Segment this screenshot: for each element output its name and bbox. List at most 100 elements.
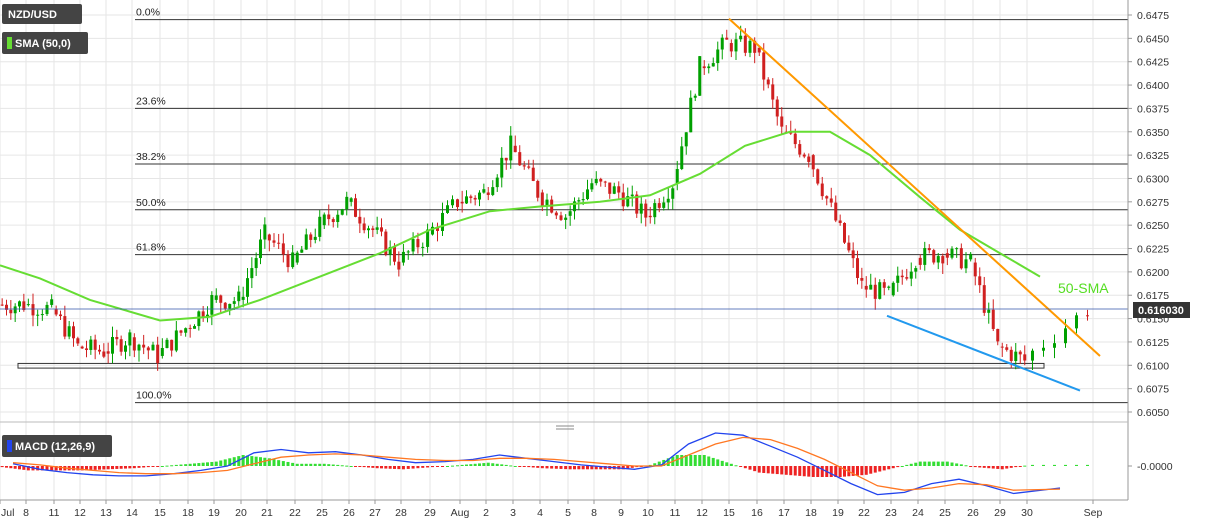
candle-body: [393, 247, 396, 262]
macd-histogram-bar: [59, 466, 62, 471]
macd-histogram-bar: [151, 466, 155, 467]
candle-body: [798, 144, 802, 155]
macd-histogram-bar: [702, 455, 706, 466]
overlays: [0, 17, 1128, 392]
time-tick-label: 28: [395, 507, 407, 519]
candle-body: [250, 268, 254, 279]
candle-body: [816, 169, 820, 184]
macd-histogram-bar: [223, 459, 227, 466]
candle-body: [603, 181, 607, 183]
macd-histogram-bar: [54, 466, 58, 471]
macd-histogram-bar: [371, 466, 375, 468]
macd-histogram-bar: [766, 466, 770, 474]
macd-histogram-bar: [559, 466, 563, 469]
macd-histogram-bar: [1086, 464, 1089, 466]
macd-histogram-bar: [753, 466, 757, 472]
macd-histogram-bar: [354, 466, 357, 467]
macd-histogram-bar: [451, 465, 454, 467]
candle-body: [982, 285, 986, 313]
candle-body: [295, 252, 299, 263]
candle-body: [291, 252, 295, 268]
macd-histogram-bar: [918, 461, 922, 466]
macd-histogram-bar: [816, 466, 820, 477]
macd-histogram-bar: [291, 462, 295, 466]
macd-histogram-bar: [22, 466, 26, 470]
panel-resize-handle[interactable]: [556, 425, 574, 430]
macd-histogram-bar: [856, 466, 859, 476]
candle-body: [927, 248, 931, 251]
candle-body: [1031, 350, 1034, 361]
sma-annotation: 50-SMA: [1058, 280, 1109, 296]
time-tick-label: 25: [316, 507, 328, 519]
candle-body: [873, 284, 877, 299]
macd-histogram-bar: [156, 466, 160, 467]
candle-body: [838, 220, 842, 223]
macd-histogram-bar: [626, 466, 630, 469]
macd-histogram-bar: [469, 464, 473, 466]
macd-histogram-bar: [914, 462, 918, 466]
candle-body: [327, 214, 331, 220]
macd-histogram-bar: [367, 466, 370, 468]
time-tick-label: 15: [154, 507, 166, 519]
macd-histogram-bar: [184, 464, 188, 466]
candle-body: [451, 199, 454, 206]
candle-body: [698, 56, 702, 96]
macd-histogram-bar: [322, 463, 326, 466]
candle-body: [142, 344, 146, 348]
macd-histogram-bar: [568, 466, 572, 470]
candle-body: [137, 344, 141, 351]
candle-body: [680, 146, 684, 170]
macd-histogram-bar: [188, 463, 192, 466]
macd-histogram-bar: [653, 463, 657, 466]
candle-body: [388, 247, 392, 255]
candle-body: [214, 295, 218, 300]
candle-body: [1000, 346, 1004, 348]
macd-histogram-bar: [1023, 465, 1027, 467]
candle-body: [630, 194, 634, 197]
macd-histogram-bar: [762, 466, 766, 473]
candle-body: [416, 239, 420, 248]
macd-histogram-bar: [586, 466, 589, 470]
time-tick-label: 29: [424, 507, 436, 519]
candle-body: [748, 40, 752, 53]
time-tick-label: 2: [483, 507, 489, 519]
fib-label: 61.8%: [136, 242, 166, 254]
macd-histogram-bar: [1031, 464, 1034, 466]
macd-histogram-bar: [1005, 466, 1009, 469]
price-tick-label: 0.6100: [1137, 360, 1169, 372]
time-tick-label: 9: [618, 507, 624, 519]
candle-body: [923, 248, 927, 265]
candle-body: [362, 223, 366, 231]
macd-histogram-bar: [698, 455, 702, 466]
time-tick-label: 23: [885, 507, 897, 519]
time-tick-label: 19: [832, 507, 844, 519]
candle-body: [869, 284, 873, 290]
candle-body: [820, 183, 824, 197]
candle-body: [0, 304, 4, 306]
macd-histogram-bar: [500, 464, 504, 466]
candle-body: [313, 236, 317, 240]
candle-body: [263, 224, 267, 240]
candle-body: [978, 276, 982, 286]
macd-histogram-bar: [711, 457, 715, 466]
candle-body: [500, 157, 504, 178]
macd-histogram-bar: [465, 464, 468, 466]
macd-histogram-bar: [416, 466, 420, 469]
macd-histogram-bar: [590, 466, 594, 470]
candle-body: [950, 248, 954, 258]
candle-body: [716, 49, 720, 64]
candle-body: [513, 145, 517, 153]
macd-histogram-bar: [411, 466, 415, 469]
macd-histogram-bar: [160, 466, 164, 467]
candle-body: [40, 314, 44, 316]
macd-histogram-bar: [300, 463, 304, 466]
candle-body: [179, 330, 183, 333]
candle-body: [653, 203, 657, 218]
candle-body: [522, 165, 526, 167]
macd-histogram-bar: [80, 466, 84, 471]
candle-body: [277, 242, 281, 244]
macd-histogram-bar: [456, 465, 459, 467]
candle-body: [891, 282, 895, 296]
price-tick-label: 0.6475: [1137, 10, 1169, 22]
